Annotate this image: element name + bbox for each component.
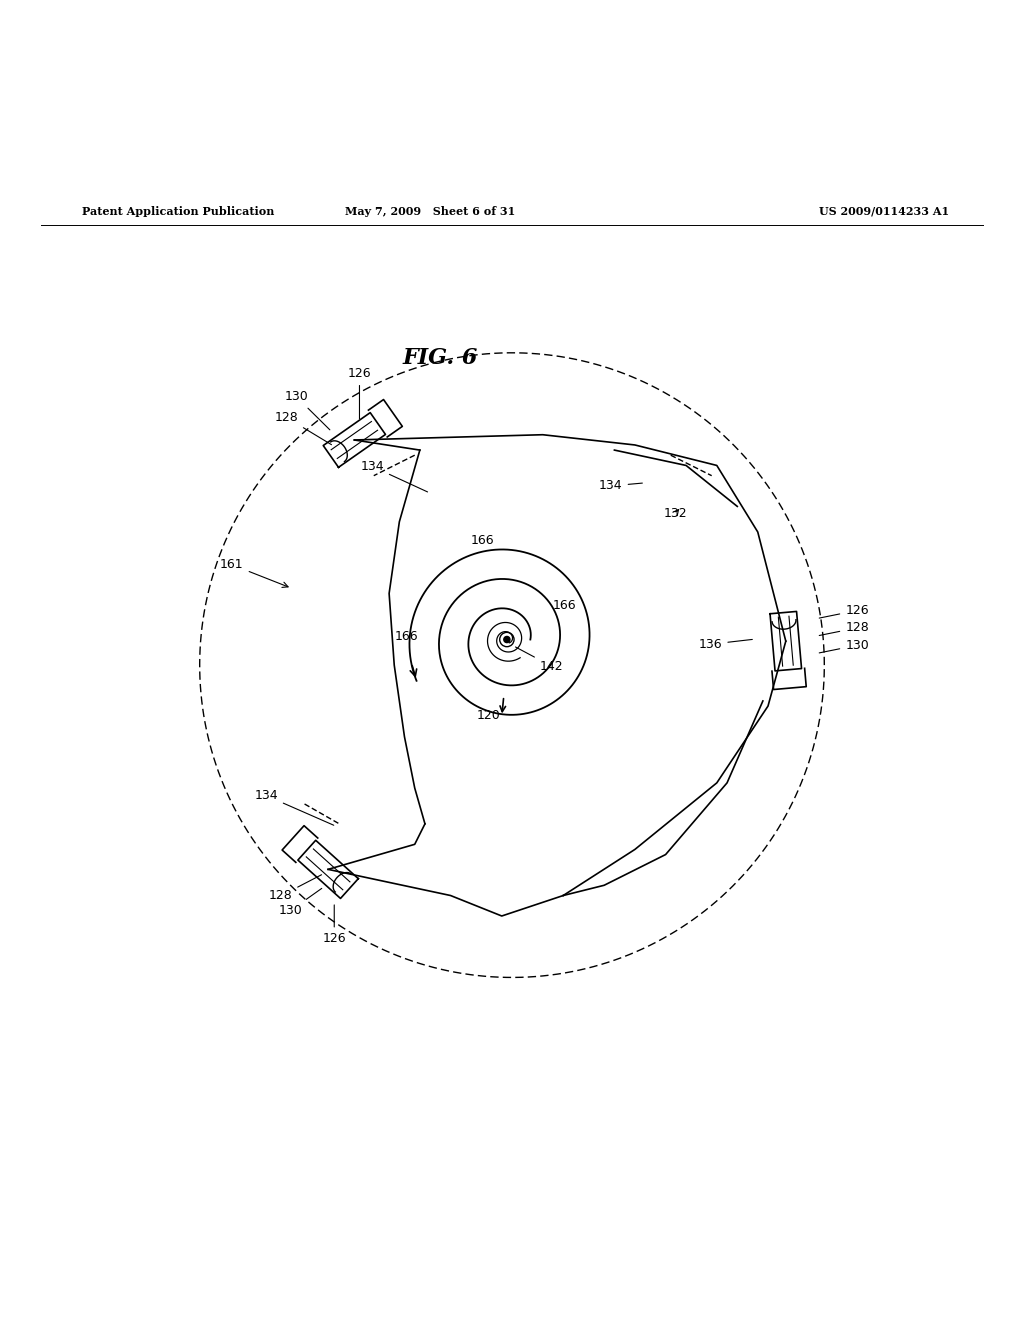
Text: 128: 128 [274,411,332,445]
Text: 134: 134 [360,459,428,492]
Text: 130: 130 [819,639,869,653]
Text: 120: 120 [476,709,501,722]
Text: 166: 166 [394,630,418,643]
Text: 128: 128 [819,622,869,635]
Text: 134: 134 [599,479,642,492]
Text: 166: 166 [471,533,495,546]
Text: 126: 126 [819,605,868,618]
Text: 130: 130 [279,888,322,917]
Text: Patent Application Publication: Patent Application Publication [82,206,274,216]
Text: FIG. 6: FIG. 6 [402,347,478,368]
Text: 136: 136 [698,638,753,651]
Circle shape [504,636,510,643]
Text: US 2009/0114233 A1: US 2009/0114233 A1 [819,206,949,216]
Text: 142: 142 [515,647,563,673]
Text: 161: 161 [220,558,288,587]
Text: 166: 166 [553,599,577,612]
Text: 134: 134 [254,789,334,825]
Text: 126: 126 [323,906,346,945]
Text: 132: 132 [664,507,687,520]
Text: 128: 128 [268,875,322,903]
Text: May 7, 2009   Sheet 6 of 31: May 7, 2009 Sheet 6 of 31 [345,206,515,216]
Text: 126: 126 [348,367,372,418]
Text: 130: 130 [285,391,330,430]
